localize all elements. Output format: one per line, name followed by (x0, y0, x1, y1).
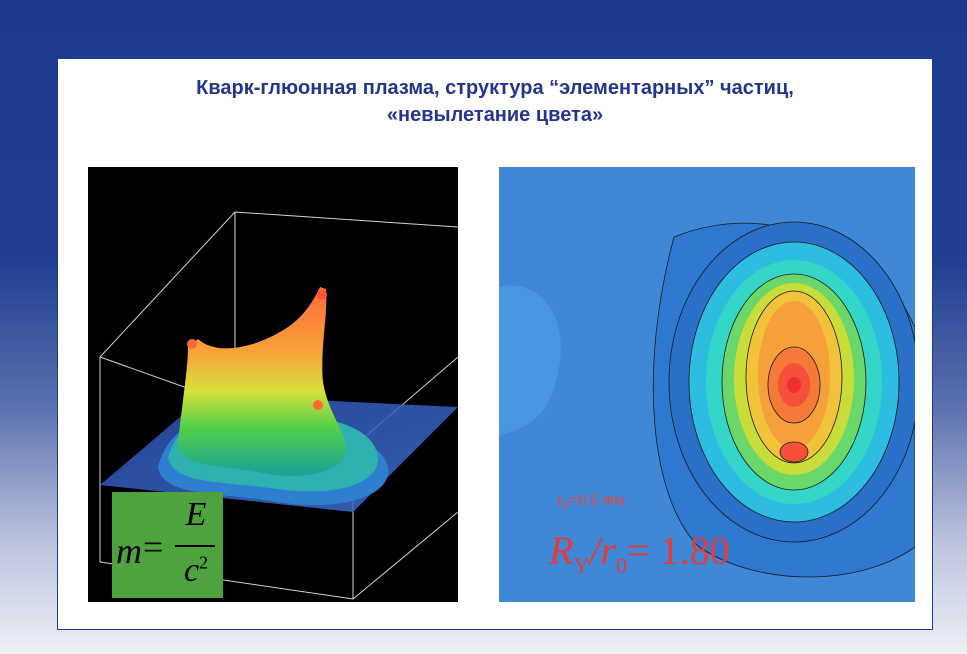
formula-mass: m (116, 531, 142, 571)
surface-peak (177, 287, 347, 476)
bounding-box-front (352, 511, 458, 600)
r0-label: r0=0.5 Фм (557, 492, 624, 512)
formula-fraction-bar (175, 545, 215, 547)
contour-plot-graphic (499, 167, 915, 602)
surface-plot-image: m = E c2 (88, 167, 458, 602)
formula-c: c (183, 552, 200, 589)
formula-denominator: c2 (176, 552, 216, 590)
ratio-subscript-Y: Y (573, 553, 590, 578)
surface-plot-graphic (99, 211, 458, 600)
formula-box: m = E c2 (112, 492, 223, 598)
contour-core (787, 377, 801, 393)
peak-left (187, 339, 197, 349)
peak-bottom (313, 400, 323, 410)
slide-title-line2: «невылетание цвета» (386, 104, 604, 126)
slide-panel: Кварк-глюонная плазма, структура “элемен… (57, 58, 933, 630)
peak-right (317, 290, 327, 300)
ratio-subscript-0: 0 (616, 553, 628, 578)
r0-value: =0.5 Фм (568, 492, 625, 509)
formula-equals: = (143, 527, 164, 567)
slide-title-line1: Кварк-глюонная плазма, структура “элемен… (196, 77, 794, 99)
contour-secondary-peak (779, 441, 809, 463)
formula-power: 2 (199, 552, 209, 573)
ratio-label: RY/r0= 1.80 (549, 527, 730, 579)
ratio-slash-r: /r (589, 528, 617, 573)
ratio-R: R (549, 528, 574, 573)
slide-title: Кварк-глюонная плазма, структура “элемен… (58, 75, 932, 129)
contour-bg-patch (499, 285, 561, 437)
ratio-value: = 1.80 (627, 528, 730, 573)
formula-numerator: E (185, 496, 207, 533)
contour-plot-image: r0=0.5 Фм RY/r0= 1.80 (499, 167, 915, 602)
r0-subscript: 0 (562, 498, 569, 512)
r0-symbol: r (557, 492, 562, 509)
